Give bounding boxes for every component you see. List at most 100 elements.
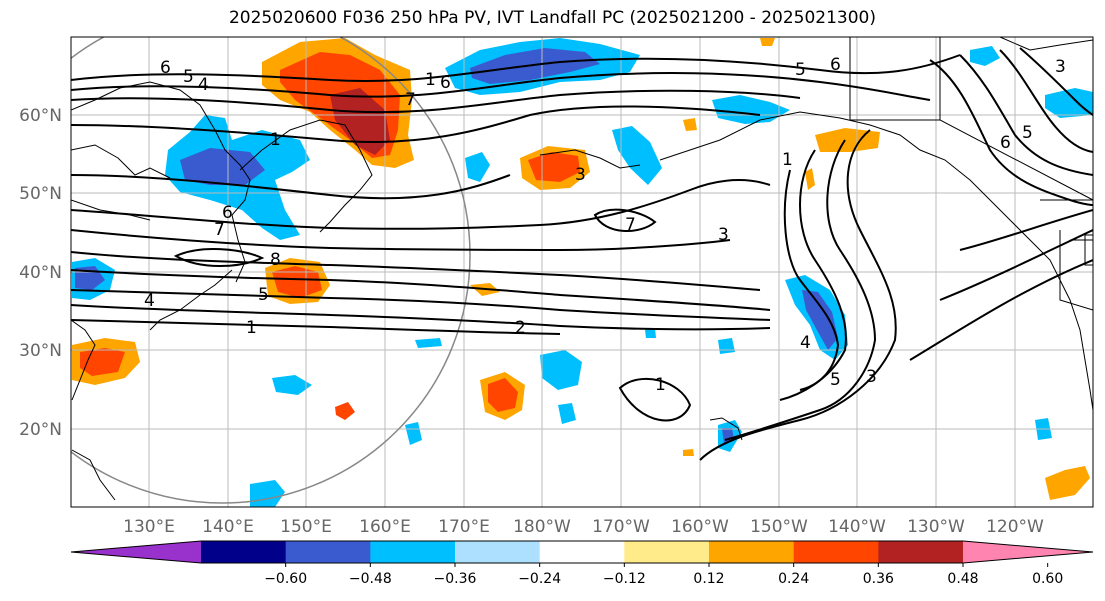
contour-label: 1 — [655, 375, 666, 395]
shade-negative-region — [645, 328, 656, 338]
lat-label: 50°N — [19, 184, 62, 204]
lon-label: 140°E — [202, 517, 254, 537]
shade-negative-region — [558, 403, 576, 424]
shade-negative-region — [540, 350, 582, 390]
colorbar: −0.60 −0.48 −0.36 −0.24 −0.12 0.12 0.24 0.36 0.4… — [70, 540, 1094, 587]
contour-label: 5 — [258, 285, 269, 305]
lon-label: 160°W — [671, 517, 729, 537]
lat-label: 20°N — [19, 420, 62, 440]
colorbar-segment — [624, 541, 710, 563]
lon-label: 180°W — [513, 517, 571, 537]
contour-label: 3 — [575, 165, 586, 185]
colorbar-tick-label: 0.48 — [947, 571, 978, 587]
lat-label: 30°N — [19, 341, 62, 361]
colorbar-tick-label: 0.36 — [863, 571, 894, 587]
colorbar-segment — [201, 541, 287, 563]
shade-negative-region — [405, 422, 422, 445]
shade-negative-region — [612, 126, 662, 185]
contour-label: 4 — [800, 333, 811, 353]
contour-label: 2 — [515, 318, 526, 338]
colorbar-tick-label: −0.48 — [349, 571, 392, 587]
contour-label: 6 — [222, 203, 233, 223]
colorbar-tick-label: 0.12 — [693, 571, 724, 587]
colorbar-segment — [878, 541, 964, 563]
contour-label: 6 — [830, 55, 841, 75]
lon-label: 150°W — [750, 517, 808, 537]
shade-positive-region — [1045, 466, 1090, 500]
shade-positive-region — [488, 378, 518, 412]
shade-positive-region — [330, 88, 390, 155]
lon-label: 170°W — [592, 517, 650, 537]
colorbar-tick-label: −0.36 — [434, 571, 477, 587]
lat-label: 60°N — [19, 106, 62, 126]
contour-label: 6 — [160, 58, 171, 78]
colorbar-extend-low — [71, 541, 201, 563]
map-panel: 6 5 4 1 6 7 8 5 4 1 2 1 7 3 1 6 5 3 4 5 — [70, 36, 1094, 508]
shade-negative-region — [802, 290, 838, 350]
shade-positive-region — [683, 118, 697, 131]
colorbar-segment — [709, 541, 795, 563]
contour-label: 3 — [1055, 57, 1066, 77]
shade-positive-region — [805, 168, 815, 190]
shade-negative-region — [180, 148, 265, 185]
shade-positive-region — [272, 266, 322, 298]
shade-positive-region — [335, 402, 355, 420]
colorbar-tick-label: −0.12 — [603, 571, 646, 587]
colorbar-tick-label: −0.60 — [264, 571, 307, 587]
colorbar-tick-label: 0.60 — [1032, 571, 1063, 587]
contour-label: 1 — [246, 318, 257, 338]
contour-label: 6 — [1000, 133, 1011, 153]
shade-positive-region — [683, 449, 694, 456]
lon-label: 150°E — [280, 517, 332, 537]
shade-negative-region — [718, 338, 735, 354]
contour-label: 3 — [866, 367, 877, 387]
shade-positive-region — [528, 152, 580, 182]
colorbar-extend-high — [963, 541, 1093, 563]
contour-labels: 6 5 4 1 6 7 8 5 4 1 2 1 7 3 1 6 5 3 4 5 — [144, 55, 1066, 395]
lon-label: 120°W — [986, 517, 1044, 537]
shade-positive-region — [815, 128, 880, 152]
contour-label: 1 — [270, 130, 281, 150]
contour-lines — [71, 47, 1093, 461]
lon-label: 140°W — [828, 517, 886, 537]
contour-label: 4 — [144, 291, 155, 311]
contour-label: 1 — [425, 70, 436, 90]
contour-label: 5 — [795, 60, 806, 80]
contour-label: 3 — [718, 225, 729, 245]
shade-negative-region — [970, 46, 1000, 66]
contour-label: 7 — [405, 90, 416, 110]
shade-negative-region — [272, 375, 312, 395]
shade-positive-region — [760, 38, 775, 46]
colorbar-segment — [370, 541, 456, 563]
contour-label: 5 — [1022, 123, 1033, 143]
colorbar-tick-label: 0.24 — [778, 571, 809, 587]
colorbar-outline — [70, 540, 1094, 564]
map-title: 2025020600 F036 250 hPa PV, IVT Landfall… — [228, 8, 876, 28]
contour-label: 6 — [440, 73, 451, 93]
contour-label: 5 — [830, 370, 841, 390]
contour-label: 7 — [625, 215, 636, 235]
contour-label: 5 — [183, 67, 194, 87]
lon-label: 170°E — [438, 517, 490, 537]
shade-positive-region — [80, 348, 125, 376]
lon-label: 160°E — [359, 517, 411, 537]
lon-label: 130°W — [907, 517, 965, 537]
shade-negative-region — [470, 48, 600, 84]
contour-label: 7 — [214, 220, 225, 240]
shade-negative-region — [465, 152, 490, 182]
contour-label: 8 — [270, 250, 281, 270]
map-frame — [70, 36, 1094, 508]
lat-label: 40°N — [19, 263, 62, 283]
latitude-labels: 60°N 50°N 40°N 30°N 20°N — [19, 106, 62, 440]
shade-negative-region — [415, 338, 442, 348]
colorbar-tick-label: −0.24 — [518, 571, 561, 587]
colorbar-segment — [455, 541, 541, 563]
longitude-labels: 130°E 140°E 150°E 160°E 170°E 180°W 170°… — [123, 517, 1044, 537]
colorbar-segment — [285, 541, 371, 563]
shade-negative-region — [712, 95, 790, 124]
lon-label: 130°E — [123, 517, 175, 537]
radius-circle — [71, 37, 471, 504]
gridlines — [71, 37, 1093, 507]
colorbar-segment — [539, 541, 625, 563]
